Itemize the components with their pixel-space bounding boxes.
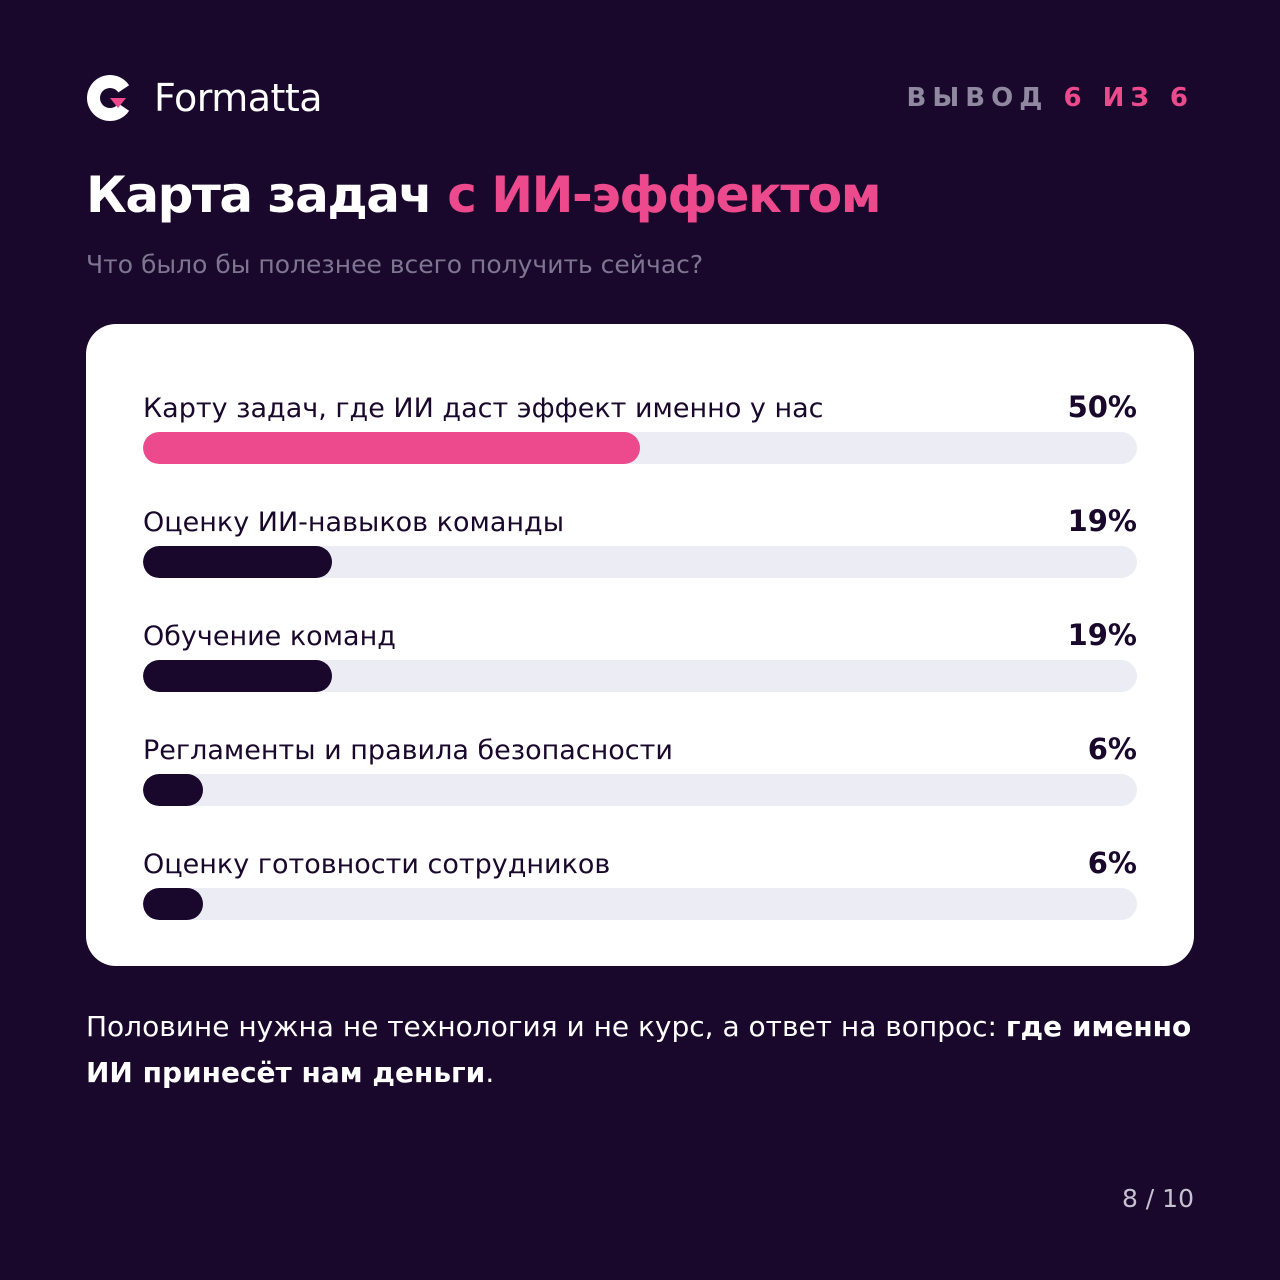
bar-label: Обучение команд	[143, 621, 396, 652]
bar-label: Оценку готовности сотрудников	[143, 849, 611, 880]
bar	[143, 888, 203, 920]
bar-track	[143, 660, 1137, 692]
formatta-logo-icon	[87, 75, 134, 121]
summary-bold: где именно ИИ принесёт нам деньги	[86, 1010, 1192, 1089]
brand-name: Formatta	[154, 76, 323, 120]
summary-plain: Половине нужна не технология и не курс, …	[86, 1010, 1006, 1043]
title-main: Карта задач	[86, 166, 433, 224]
counter-separator: ИЗ	[1102, 83, 1155, 113]
slide-title: Карта задач с ИИ-эффектом	[86, 166, 882, 224]
counter-total: 6	[1169, 83, 1194, 113]
bar-row: Оценку ИИ-навыков команды 19%	[143, 488, 1137, 588]
bar-value-label: 6%	[1087, 732, 1137, 766]
bar	[143, 546, 332, 578]
bar-track	[143, 888, 1137, 920]
brand: Formatta	[86, 74, 323, 122]
bar-label: Регламенты и правила безопасности	[143, 735, 673, 766]
bar-row: Регламенты и правила безопасности 6%	[143, 716, 1137, 816]
counter-prefix: ВЫВОД	[906, 83, 1049, 113]
summary-end: .	[485, 1056, 495, 1089]
slide-counter: ВЫВОД 6 ИЗ 6	[907, 83, 1194, 113]
slide-subtitle: Что было бы полезнее всего получить сейч…	[86, 250, 704, 279]
bar-label: Оценку ИИ-навыков команды	[143, 507, 565, 538]
bar-track	[143, 774, 1137, 806]
title-accent: с ИИ-эффектом	[447, 166, 881, 224]
page-number: 8 / 10	[1121, 1184, 1194, 1213]
bar-row: Карту задач, где ИИ даст эффект именно у…	[143, 374, 1137, 474]
bar	[143, 660, 332, 692]
counter-current: 6	[1063, 83, 1088, 113]
bar-track	[143, 432, 1137, 464]
bar-track	[143, 546, 1137, 578]
bar-value-label: 19%	[1067, 504, 1137, 538]
bar-label: Карту задач, где ИИ даст эффект именно у…	[143, 393, 824, 424]
bar	[143, 774, 203, 806]
bar-value-label: 6%	[1087, 846, 1137, 880]
bar	[143, 432, 640, 464]
bar-value-label: 50%	[1067, 390, 1137, 424]
bar-row: Обучение команд 19%	[143, 602, 1137, 702]
bar-value-label: 19%	[1067, 618, 1137, 652]
bar-row: Оценку готовности сотрудников 6%	[143, 830, 1137, 930]
survey-results-card: Карту задач, где ИИ даст эффект именно у…	[86, 324, 1194, 966]
summary-text: Половине нужна не технология и не курс, …	[86, 1004, 1194, 1096]
slide-header: Formatta ВЫВОД 6 ИЗ 6	[86, 68, 1194, 128]
